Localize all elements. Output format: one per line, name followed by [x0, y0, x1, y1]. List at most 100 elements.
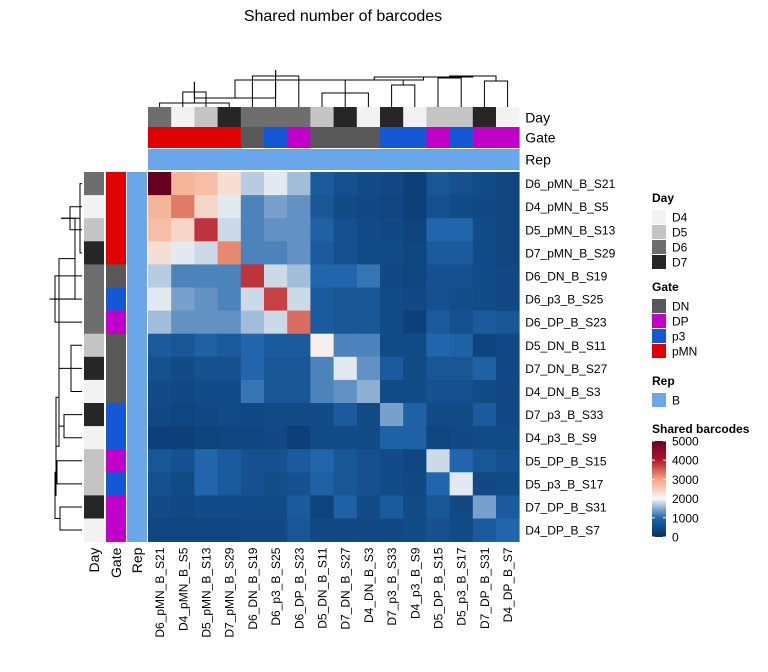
heatmap-cell [287, 287, 311, 311]
heatmap-cell [426, 310, 450, 335]
column-annotation-cell [496, 107, 520, 128]
heatmap-cell [380, 287, 404, 311]
column-annotation-cell [148, 127, 172, 148]
row-label: D4_p3_B_S9 [525, 431, 597, 445]
heatmap-cell [194, 241, 218, 265]
heatmap-cell [287, 495, 311, 519]
heatmap-cell [496, 379, 520, 404]
row-annotation-cell [127, 495, 147, 519]
row-annotation-cell [84, 379, 104, 404]
row-annotation-cell [106, 264, 126, 288]
heatmap-cell [240, 518, 265, 542]
heatmap-cell [496, 218, 520, 242]
column-annotation-cell [472, 149, 497, 170]
heatmap-cell [426, 356, 450, 381]
heatmap-cell [310, 356, 334, 381]
column-annotation-cell [356, 149, 381, 170]
heatmap-cell [449, 356, 474, 381]
heatmap-cell [380, 310, 404, 335]
column-label: D7_DP_B_S31 [478, 547, 492, 629]
heatmap-cell [403, 403, 427, 427]
column-label: D5_DP_B_S15 [432, 547, 446, 629]
column-annotation-cell [403, 149, 427, 170]
row-annotation-label: Rep [129, 547, 145, 573]
heatmap-cell [380, 356, 404, 381]
heatmap-cell [403, 172, 427, 196]
heatmap-cell [287, 518, 311, 542]
row-annotation-cell [84, 495, 104, 519]
row-annotation-cell [106, 195, 126, 219]
gate-legend-title: Gate [652, 280, 679, 294]
heatmap-cell [287, 449, 311, 473]
column-label: D7_p3_B_S33 [385, 547, 399, 625]
heatmap-cell [380, 379, 404, 404]
column-annotation-cell [310, 127, 334, 148]
heatmap-cell [403, 495, 427, 519]
heatmap-cell [194, 518, 218, 542]
day-legend-title: Day [652, 191, 674, 205]
heatmap-cell [287, 426, 311, 450]
heatmap-cell [403, 426, 427, 450]
row-annotation-cell [84, 264, 104, 288]
scale-legend-tick-label: 2000 [672, 492, 699, 506]
column-annotation-cell [171, 107, 195, 128]
heatmap-cell [426, 287, 450, 311]
heatmap-cell [194, 195, 218, 219]
column-annotation-cell [264, 127, 288, 148]
heatmap-cell [380, 449, 404, 473]
gate-legend-swatch [652, 329, 666, 343]
heatmap-cell [496, 287, 520, 311]
row-label: D6_DN_B_S19 [525, 269, 607, 283]
heatmap-cell [287, 264, 311, 288]
heatmap-cell [171, 172, 195, 196]
heatmap-cell [380, 426, 404, 450]
row-dendrogram [49, 183, 82, 531]
heatmap-cell [356, 310, 381, 335]
row-annotation-cell [106, 241, 126, 265]
heatmap-cell [171, 518, 195, 542]
heatmap-cell [148, 495, 172, 519]
heatmap-cell [449, 264, 474, 288]
heatmap-cell [333, 379, 358, 404]
heatmap-cell [496, 172, 520, 196]
heatmap-cell [426, 403, 450, 427]
heatmap-cell [403, 472, 427, 496]
heatmap-cell [240, 426, 265, 450]
heatmap-cell [449, 379, 474, 404]
heatmap-cell [194, 172, 218, 196]
column-annotation-cell [380, 107, 404, 128]
heatmap-cell [148, 264, 172, 288]
heatmap-cell [310, 310, 334, 335]
heatmap-cell [472, 403, 497, 427]
scale-legend-tick-label: 3000 [672, 473, 699, 487]
column-annotation-cell [380, 149, 404, 170]
row-annotation-cell [84, 218, 104, 242]
heatmap-cell [194, 449, 218, 473]
heatmap-cell [240, 172, 265, 196]
heatmap-cell [264, 495, 288, 519]
heatmap-cell [194, 403, 218, 427]
row-annotation-cell [127, 449, 147, 473]
column-label: D5_DN_B_S11 [316, 547, 330, 628]
heatmap-cell [403, 356, 427, 381]
column-annotation-cell [194, 149, 218, 170]
heatmap-cell [148, 218, 172, 242]
heatmap-cell [194, 287, 218, 311]
heatmap-cell [264, 310, 288, 335]
heatmap-cell [426, 472, 450, 496]
heatmap-cell [264, 403, 288, 427]
heatmap-cell [449, 518, 474, 542]
heatmap-cell [310, 403, 334, 427]
column-dendrogram-branch [391, 84, 416, 107]
row-dendrogram-branch [79, 183, 82, 254]
day-legend-swatch [652, 210, 666, 224]
column-annotation-cell [449, 127, 474, 148]
heatmap-cell [426, 333, 450, 358]
row-annotation-cell [127, 195, 147, 219]
heatmap-cell [194, 264, 218, 288]
column-annotation-cell [496, 127, 520, 148]
column-label: D4_pMN_B_S5 [176, 547, 190, 631]
heatmap-cell [356, 472, 381, 496]
heatmap-cell [264, 218, 288, 242]
heatmap-cell [472, 310, 497, 335]
